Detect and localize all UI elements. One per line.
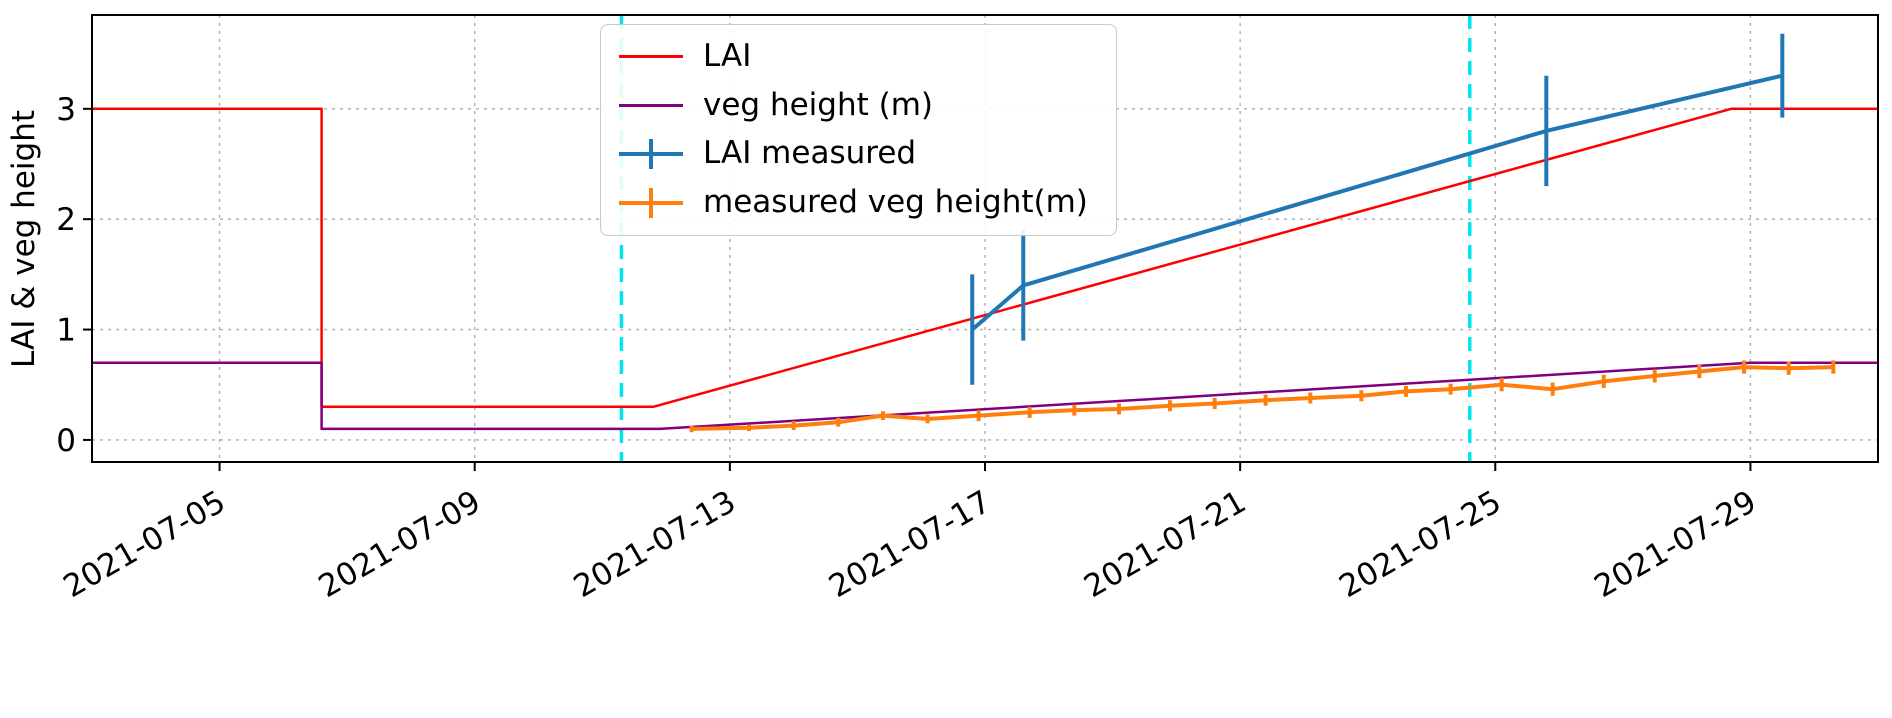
legend-label: measured veg height(m): [703, 183, 1088, 220]
series-line: [92, 107, 1878, 409]
y-tick-label: 0: [56, 423, 76, 459]
y-tick-label: 3: [56, 92, 76, 128]
x-tick-label: 2021-07-09: [313, 484, 487, 605]
x-tick-label: 2021-07-05: [58, 484, 232, 605]
x-tick-label: 2021-07-25: [1333, 484, 1507, 605]
chart-legend: LAI veg height (m) LAI measured measured ve…: [600, 24, 1117, 236]
axis-ticks: [83, 107, 1752, 471]
x-tick-label: 2021-07-29: [1588, 484, 1762, 605]
y-tick-labels: 0 1 2 3: [56, 92, 76, 459]
line-sample: [619, 88, 683, 122]
legend-label: LAI: [703, 38, 752, 74]
y-axis-label: LAI & veg height: [6, 110, 42, 368]
x-tick-label: 2021-07-13: [568, 484, 742, 605]
y-tick-label: 2: [56, 202, 76, 238]
errorbar-line-sample: [619, 186, 683, 220]
y-tick-label: 1: [56, 313, 76, 349]
legend-item: veg height (m): [619, 86, 1088, 124]
errorbar-line-sample: [619, 137, 683, 171]
data-series: [92, 33, 1878, 433]
x-tick-labels: 2021-07-05 2021-07-09 2021-07-13 2021-07-17…: [58, 484, 1763, 605]
series-line: [970, 73, 1783, 332]
legend-item: LAI measured: [619, 136, 1088, 172]
x-tick-label: 2021-07-21: [1078, 484, 1252, 605]
x-tick-label: 2021-07-17: [823, 484, 997, 605]
series-line: [691, 365, 1834, 431]
legend-item: measured veg height(m): [619, 183, 1088, 221]
legend-label: LAI measured: [703, 135, 917, 172]
series-line: [92, 361, 1878, 431]
legend-item: LAI: [619, 38, 1088, 75]
line-sample: [619, 40, 683, 74]
legend-label: veg height (m): [703, 86, 934, 123]
